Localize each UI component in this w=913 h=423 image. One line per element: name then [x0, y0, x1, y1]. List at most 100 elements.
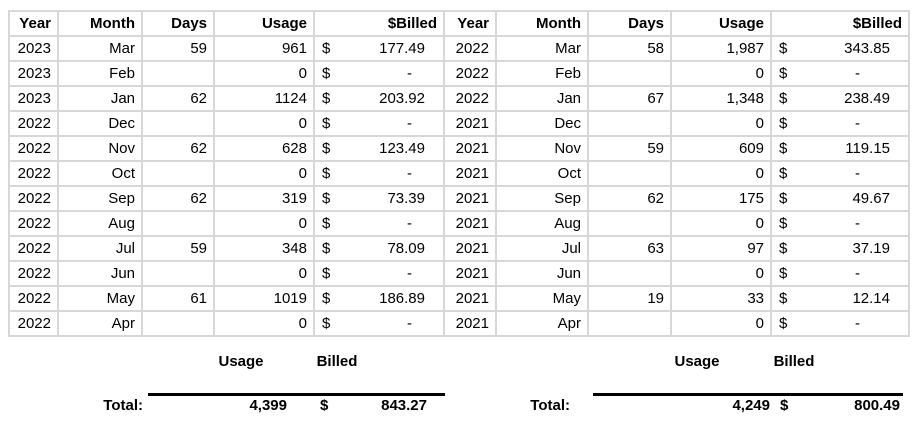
cell-billed: $ -	[770, 310, 910, 337]
total-usage-right: 4,249	[732, 397, 770, 414]
cell-year: 2021	[443, 310, 497, 337]
currency-symbol: $	[779, 140, 788, 157]
cell-billed: $ -	[313, 160, 445, 187]
cell-usage: 319	[213, 185, 315, 212]
summary-billed-header-left: Billed	[316, 353, 358, 370]
billed-amount: 78.09	[387, 240, 425, 257]
cell-days	[587, 310, 672, 337]
cell-days: 62	[141, 85, 215, 112]
cell-days	[141, 210, 215, 237]
cell-billed: $ -	[770, 260, 910, 287]
cell-days: 59	[587, 135, 672, 162]
billed-amount: 238.49	[844, 90, 890, 107]
cell-month: Feb	[495, 60, 589, 87]
total-label-left: Total:	[103, 397, 143, 414]
billed-amount: 343.85	[844, 40, 890, 57]
cell-billed: $ -	[313, 110, 445, 137]
cell-usage: 1019	[213, 285, 315, 312]
cell-days	[587, 160, 672, 187]
col-header-billed-right: $Billed	[770, 10, 910, 37]
col-header-days-right: Days	[587, 10, 672, 37]
cell-month: Dec	[57, 110, 143, 137]
cell-usage: 348	[213, 235, 315, 262]
cell-days	[141, 110, 215, 137]
cell-year: 2023	[8, 60, 59, 87]
cell-billed: $ -	[313, 210, 445, 237]
cell-month: Jul	[495, 235, 589, 262]
currency-symbol: $	[779, 90, 788, 107]
currency-symbol: $	[322, 90, 331, 107]
cell-year: 2022	[8, 185, 59, 212]
cell-month: Jul	[57, 235, 143, 262]
cell-billed: $ -	[770, 210, 910, 237]
cell-usage: 0	[213, 210, 315, 237]
currency-symbol: $	[322, 265, 331, 282]
table-row: 2022 Dec 0 $ -2021 Dec 0 $ -	[8, 110, 910, 137]
billed-amount: 177.49	[379, 40, 425, 57]
cell-month: Nov	[495, 135, 589, 162]
cell-days: 63	[587, 235, 672, 262]
cell-year: 2022	[8, 310, 59, 337]
col-header-usage-left: Usage	[213, 10, 315, 37]
currency-symbol: $	[322, 240, 331, 257]
cell-month: May	[495, 285, 589, 312]
billed-amount: 37.19	[852, 240, 890, 257]
cell-year: 2021	[443, 110, 497, 137]
cell-month: Apr	[495, 310, 589, 337]
cell-billed: $ -	[770, 60, 910, 87]
cell-days: 19	[587, 285, 672, 312]
col-header-month-right: Month	[495, 10, 589, 37]
cell-year: 2022	[8, 285, 59, 312]
cell-days	[141, 260, 215, 287]
cell-billed: $37.19	[770, 235, 910, 262]
table-row: 2022 Oct 0 $ -2021 Oct 0 $ -	[8, 160, 910, 187]
cell-usage: 0	[213, 160, 315, 187]
cell-days: 59	[141, 35, 215, 62]
cell-usage: 609	[670, 135, 772, 162]
cell-days	[587, 60, 672, 87]
cell-month: Dec	[495, 110, 589, 137]
cell-billed: $ -	[313, 60, 445, 87]
cell-year: 2022	[8, 135, 59, 162]
cell-usage: 175	[670, 185, 772, 212]
billed-amount: -	[855, 265, 860, 282]
cell-usage: 0	[670, 110, 772, 137]
billed-amount: -	[407, 65, 412, 82]
cell-usage: 0	[670, 160, 772, 187]
cell-usage: 33	[670, 285, 772, 312]
table-header-row: Year Month Days Usage $Billed Year Month…	[8, 10, 910, 37]
cell-usage: 1124	[213, 85, 315, 112]
cell-month: Aug	[57, 210, 143, 237]
cell-year: 2022	[443, 85, 497, 112]
cell-days	[587, 260, 672, 287]
currency-symbol: $	[322, 290, 331, 307]
cell-month: Jan	[57, 85, 143, 112]
cell-year: 2023	[8, 85, 59, 112]
cell-usage: 0	[213, 310, 315, 337]
cell-days	[587, 110, 672, 137]
billed-amount: 12.14	[852, 290, 890, 307]
cell-year: 2022	[8, 160, 59, 187]
billed-amount: 123.49	[379, 140, 425, 157]
cell-year: 2021	[443, 185, 497, 212]
table-row: 2023 Jan 62 1124 $203.92 2022 Jan 67 1,348 $238.4…	[8, 85, 910, 112]
table-row: 2022 Jul 59 348 $78.09 2021 Jul 63 97 $37.19	[8, 235, 910, 262]
cell-usage: 961	[213, 35, 315, 62]
table-row: 2022 Jun 0 $ -2021 Jun 0 $ -	[8, 260, 910, 287]
billed-amount: 203.92	[379, 90, 425, 107]
cell-usage: 1,987	[670, 35, 772, 62]
summary-usage-header-left: Usage	[218, 353, 264, 370]
billed-amount: -	[855, 315, 860, 332]
cell-days: 61	[141, 285, 215, 312]
currency-symbol: $	[779, 290, 788, 307]
cell-month: Mar	[57, 35, 143, 62]
cell-month: Jan	[495, 85, 589, 112]
cell-billed: $49.67	[770, 185, 910, 212]
billed-amount: -	[855, 65, 860, 82]
cell-usage: 1,348	[670, 85, 772, 112]
col-header-usage-right: Usage	[670, 10, 772, 37]
total-usage-left: 4,399	[249, 397, 287, 414]
cell-billed: $78.09	[313, 235, 445, 262]
total-top-border-left	[148, 393, 445, 396]
summary-usage-header-right: Usage	[674, 353, 720, 370]
